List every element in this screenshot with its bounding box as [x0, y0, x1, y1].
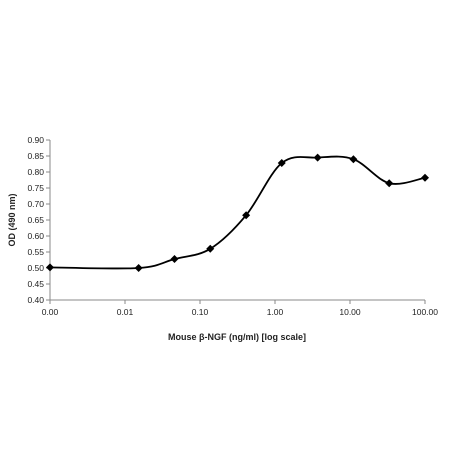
y-tick-label: 0.90 — [27, 135, 44, 145]
tick-marks — [46, 139, 426, 304]
data-point-marker — [206, 244, 215, 253]
data-point-marker — [313, 153, 322, 162]
y-tick-label: 0.75 — [27, 183, 44, 193]
y-tick-label: 0.80 — [27, 167, 44, 177]
x-tick-label: 0.01 — [117, 307, 134, 317]
data-point-marker — [421, 173, 429, 182]
data-point-marker — [242, 211, 251, 220]
data-point-marker — [46, 263, 54, 272]
y-tick-label: 0.50 — [27, 263, 44, 273]
series-line — [49, 155, 426, 270]
data-markers — [46, 153, 429, 272]
y-tick-label: 0.45 — [27, 279, 44, 289]
data-point-marker — [134, 264, 143, 272]
y-tick-label: 0.65 — [27, 215, 44, 225]
data-point-marker — [170, 255, 179, 264]
x-tick-label: 10.00 — [339, 307, 361, 317]
y-tick-label: 0.85 — [27, 151, 44, 161]
data-point-marker — [277, 159, 286, 168]
axes — [49, 140, 425, 301]
x-tick-label: 0.00 — [42, 307, 59, 317]
y-tick-label: 0.40 — [27, 295, 44, 305]
x-tick-labels: 0.00 0.01 0.10 1.00 10.00 100.00 — [42, 307, 439, 317]
x-tick-label: 100.00 — [412, 307, 438, 317]
y-tick-label: 0.55 — [27, 247, 44, 257]
x-tick-label: 0.10 — [192, 307, 209, 317]
data-point-marker — [385, 179, 394, 188]
y-tick-label: 0.60 — [27, 231, 44, 241]
x-axis-title: Mouse β-NGF (ng/ml) [log scale] — [168, 332, 306, 342]
data-point-marker — [349, 155, 358, 164]
y-tick-labels: 0.40 0.45 0.50 0.55 0.60 0.65 0.70 0.75 0.80 0.85… — [27, 135, 44, 305]
y-axis-title: OD (490 nm) — [7, 193, 17, 246]
x-tick-label: 1.00 — [267, 307, 284, 317]
y-tick-label: 0.70 — [27, 199, 44, 209]
data-series — [49, 155, 426, 270]
